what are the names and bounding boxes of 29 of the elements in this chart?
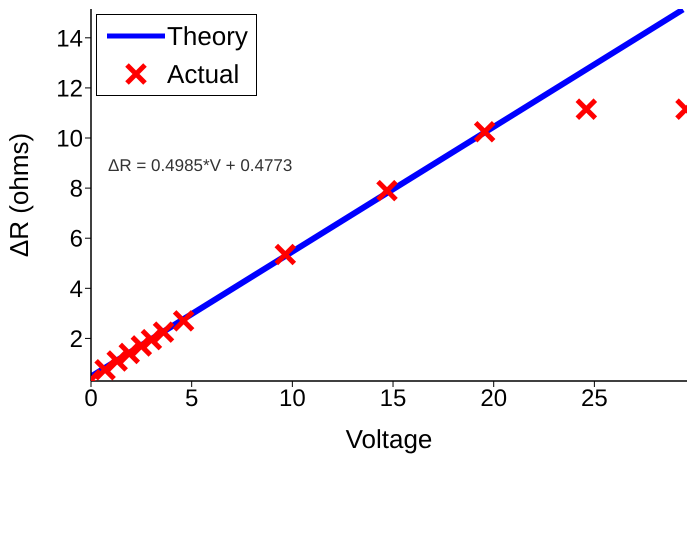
x-axis-title: Voltage xyxy=(346,424,432,454)
legend-label: Actual xyxy=(167,58,240,91)
legend-label: Theory xyxy=(167,20,248,53)
point xyxy=(94,358,117,381)
x-tick-label: 0 xyxy=(84,385,98,412)
point xyxy=(274,242,297,266)
point xyxy=(152,320,175,344)
y-tick-label: 12 xyxy=(56,75,83,102)
x-tick-label: 25 xyxy=(581,385,608,412)
point xyxy=(106,349,129,372)
x-tick-label: 5 xyxy=(184,385,198,412)
point xyxy=(140,328,163,352)
x-tick-label: 20 xyxy=(480,385,508,412)
point xyxy=(118,342,141,365)
x-tick-label: 15 xyxy=(380,385,406,412)
point xyxy=(130,334,153,358)
annotation: ΔR = 0.4985*V + 0.4773 xyxy=(108,156,292,176)
point xyxy=(574,98,598,121)
point xyxy=(473,120,496,144)
y-tick-label: 8 xyxy=(70,176,83,203)
y-tick-label: 10 xyxy=(56,126,83,153)
point xyxy=(172,309,196,332)
y-tick-label: 4 xyxy=(70,276,83,303)
point xyxy=(375,179,398,202)
y-tick-label: 2 xyxy=(70,326,83,353)
y-axis-title: ΔR (ohms) xyxy=(4,132,34,258)
y-tick-label: 14 xyxy=(56,25,83,52)
x-tick-label: 10 xyxy=(279,385,306,412)
y-tick-label: 6 xyxy=(70,226,83,253)
